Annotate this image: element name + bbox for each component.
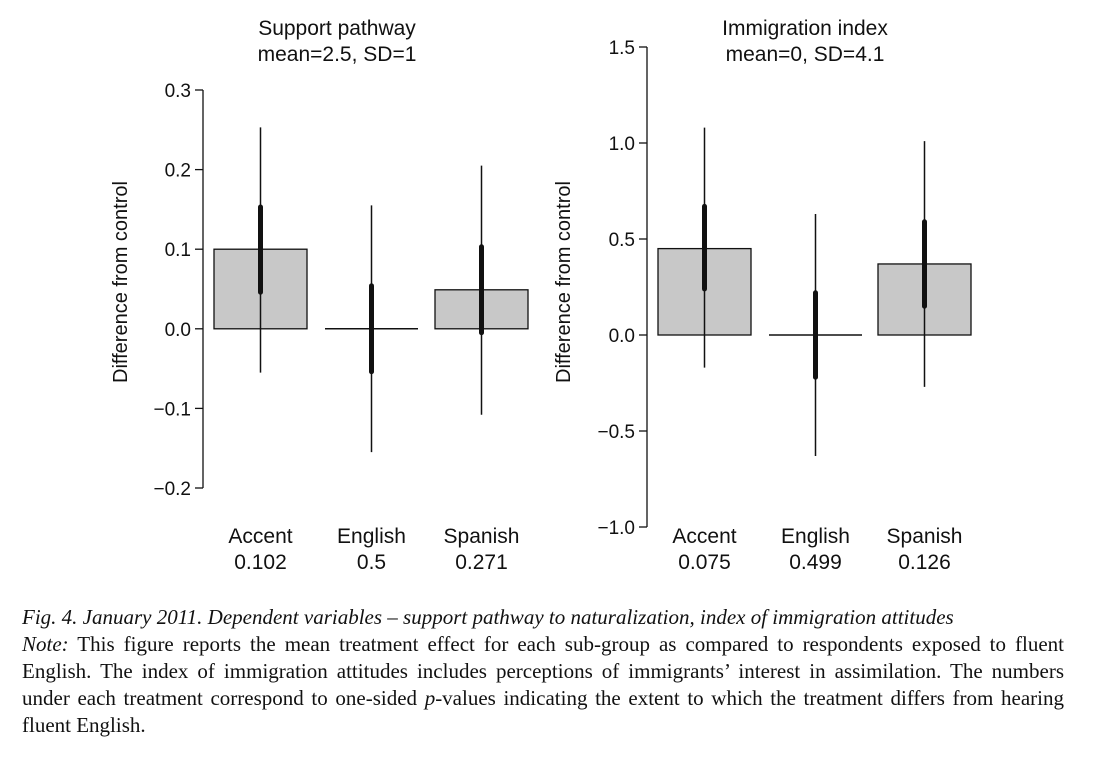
- chart2-subtitle: mean=0, SD=4.1: [726, 43, 885, 66]
- caption-note-p: p: [424, 686, 436, 710]
- chart2-y-tick-label: −0.5: [597, 422, 635, 443]
- chart1-y-axis-label: Difference from control: [110, 181, 132, 383]
- chart1-title: Support pathway: [258, 17, 416, 40]
- caption-note-text-2: -values indicating the extent to which t…: [22, 686, 1064, 737]
- figure-caption: Fig. 4. January 2011. Dependent variable…: [22, 604, 1064, 739]
- chart2-y-tick-label: 1.0: [609, 134, 635, 155]
- caption-fig-title: January 2011. Dependent variables – supp…: [82, 605, 954, 629]
- chart1-y-tick-label: −0.2: [153, 479, 191, 500]
- caption-note-text-1: This figure reports the mean treatment e…: [22, 632, 1064, 710]
- chart2-y-tick-label: 0.0: [609, 326, 635, 347]
- chart2-category-label: Accent: [672, 525, 736, 548]
- caption-note: Note: This figure reports the mean treat…: [22, 631, 1064, 739]
- chart1-category-label: Accent: [228, 525, 292, 548]
- chart2-pvalue-label: 0.499: [789, 551, 842, 574]
- chart1-y-tick-label: 0.0: [165, 320, 191, 341]
- chart2-y-axis-label: Difference from control: [553, 181, 575, 383]
- chart1-y-tick-label: −0.1: [153, 399, 191, 420]
- chart1-y-tick-label: 0.2: [165, 161, 191, 182]
- chart2-pvalue-label: 0.126: [898, 551, 951, 574]
- caption-note-label: Note:: [22, 632, 69, 656]
- chart1-y-tick-label: 0.3: [165, 81, 191, 102]
- chart2-y-tick-label: −1.0: [597, 518, 635, 539]
- caption-title-line: Fig. 4. January 2011. Dependent variable…: [22, 604, 1064, 631]
- chart2-y-tick-label: 0.5: [609, 230, 635, 251]
- chart1-subtitle: mean=2.5, SD=1: [258, 43, 417, 66]
- chart1-pvalue-label: 0.5: [357, 551, 386, 574]
- chart1-pvalue-label: 0.102: [234, 551, 287, 574]
- chart1-y-tick-label: 0.1: [165, 240, 191, 261]
- chart1-category-label: Spanish: [444, 525, 520, 548]
- figure-charts: Support pathway mean=2.5, SD=1 0.3 0.2 0.1 0.…: [110, 17, 972, 574]
- chart2-pvalue-label: 0.075: [678, 551, 731, 574]
- chart2-title: Immigration index: [722, 17, 888, 40]
- chart1-pvalue-label: 0.271: [455, 551, 508, 574]
- chart1-category-label: English: [337, 525, 406, 548]
- chart2-category-label: Spanish: [887, 525, 963, 548]
- caption-fig-label: Fig. 4.: [22, 605, 78, 629]
- chart2-y-tick-label: 1.5: [609, 38, 635, 59]
- chart2-category-label: English: [781, 525, 850, 548]
